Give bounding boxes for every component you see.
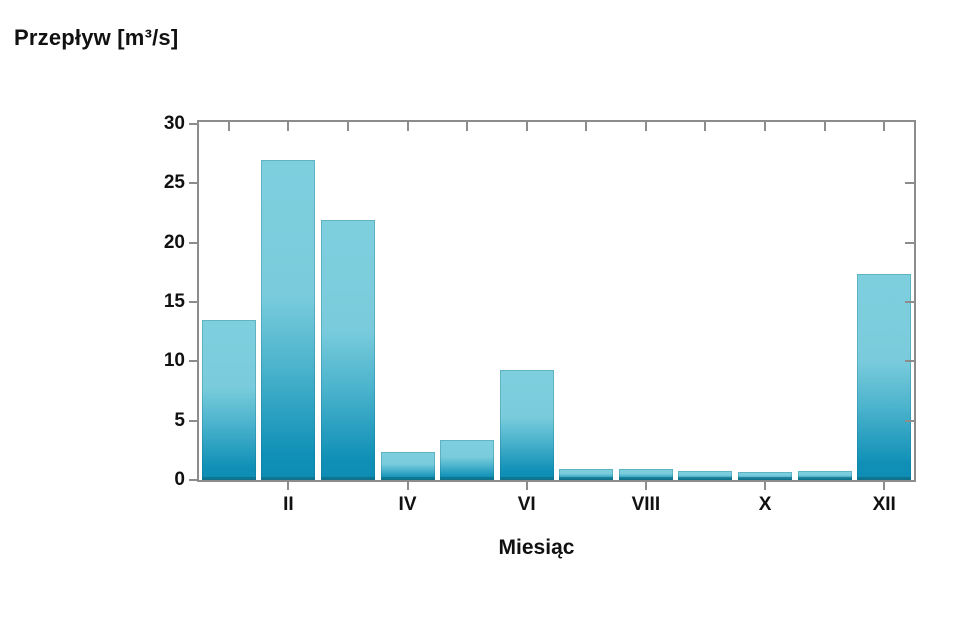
y-tick-mark <box>189 301 197 303</box>
x-tick-mark <box>883 482 886 490</box>
y-tick-mark <box>189 360 197 363</box>
bar-XI <box>797 470 852 480</box>
y-tick-label: 25 <box>163 172 185 194</box>
right-tick-mark <box>905 301 914 303</box>
bar-IX <box>678 470 733 480</box>
plot-area: 0 5 10 15 20 25 30 II IV VI VIII X XII <box>164 113 916 515</box>
top-tick-mark <box>823 122 826 131</box>
bar-XII <box>857 273 912 480</box>
top-tick-mark <box>585 122 588 131</box>
bar-III <box>320 220 375 480</box>
y-tick-mark <box>189 479 197 481</box>
right-tick-mark <box>905 360 914 363</box>
y-tick-mark <box>189 419 197 422</box>
chart-title: Przepływ [m³/s] <box>14 25 179 50</box>
top-tick-mark <box>346 122 349 131</box>
y-tick-label: 5 <box>174 409 185 431</box>
x-tick-label: II <box>283 494 294 515</box>
y-tick-label: 30 <box>163 113 185 134</box>
x-tick-label: VIII <box>631 494 661 515</box>
bar-VII <box>559 469 614 480</box>
top-tick-mark <box>704 122 707 131</box>
x-tick-label: XII <box>872 494 896 515</box>
y-tick-label: 20 <box>163 231 185 253</box>
x-tick-mark <box>406 482 409 490</box>
top-tick-mark <box>644 122 647 131</box>
x-tick-label: IV <box>398 494 417 515</box>
y-tick-label: 10 <box>163 350 185 372</box>
y-tick-mark <box>189 123 197 125</box>
bar-I <box>201 319 256 480</box>
y-tick-mark <box>189 182 197 185</box>
y-tick-label: 15 <box>163 291 185 312</box>
top-tick-mark <box>227 122 230 131</box>
x-tick-mark <box>764 482 767 490</box>
right-tick-mark <box>905 182 914 185</box>
top-tick-mark <box>287 122 290 131</box>
bar-VIII <box>618 469 673 480</box>
x-axis-label: Miesiąc <box>498 536 575 559</box>
bar-VI <box>499 369 554 480</box>
x-tick-mark <box>644 482 647 490</box>
x-tick-label: X <box>758 494 772 515</box>
bar-IV <box>380 451 435 480</box>
top-tick-mark <box>466 122 469 131</box>
top-tick-mark <box>406 122 409 131</box>
right-tick-mark <box>905 241 914 244</box>
bar-V <box>440 439 495 480</box>
x-tick-mark <box>287 482 290 490</box>
y-tick-label: 0 <box>174 469 185 490</box>
top-tick-mark <box>525 122 528 131</box>
x-tick-mark <box>525 482 528 490</box>
right-tick-mark <box>905 419 914 422</box>
bar-X <box>738 471 793 480</box>
top-tick-mark <box>883 122 886 131</box>
y-tick-mark <box>189 241 197 244</box>
bar-II <box>261 159 316 480</box>
x-tick-label: VI <box>517 494 536 515</box>
top-tick-mark <box>764 122 767 131</box>
